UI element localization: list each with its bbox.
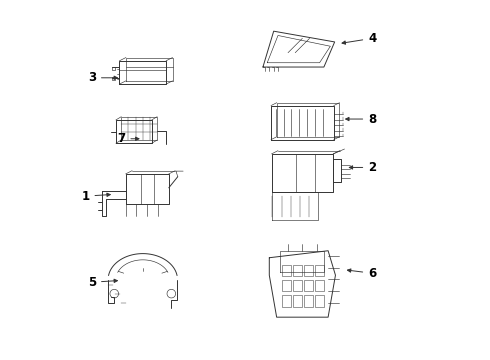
Bar [293,280,302,291]
Text: 8: 8 [345,113,376,126]
Bar [282,280,291,291]
Bar [304,296,313,307]
Text: 6: 6 [347,267,376,280]
Bar [282,265,291,276]
Bar [304,265,313,276]
Bar [293,265,302,276]
Bar [315,296,324,307]
Text: 1: 1 [81,190,110,203]
Text: 7: 7 [117,132,139,145]
Bar [112,67,115,70]
Bar [315,280,324,291]
Bar [304,280,313,291]
Bar [315,265,324,276]
Bar [112,77,115,80]
Text: 3: 3 [88,71,118,84]
Text: 4: 4 [342,32,376,45]
Bar [282,296,291,307]
Bar [293,296,302,307]
Text: 5: 5 [88,276,118,289]
Text: 2: 2 [349,161,376,174]
